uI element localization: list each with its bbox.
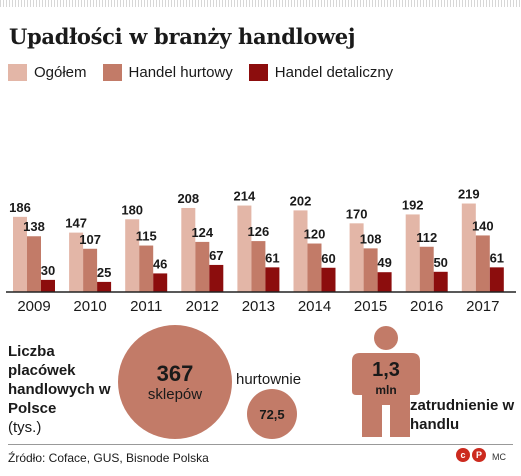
data-label-2012-series-0: 208 xyxy=(177,191,199,206)
data-label-2011-series-0: 180 xyxy=(121,202,143,217)
data-label-2012-series-1: 124 xyxy=(191,225,213,240)
bar-2009-series-1 xyxy=(27,236,41,292)
bar-2010-series-1 xyxy=(83,248,98,292)
data-label-2014-series-1: 120 xyxy=(304,227,326,242)
bar-2015-series-0 xyxy=(349,223,364,292)
data-label-2012-series-2: 67 xyxy=(209,248,223,263)
logo-letter-c: c xyxy=(456,448,470,462)
legend: Ogółem Handel hurtowy Handel detaliczny xyxy=(8,64,409,81)
bar-2016-series-0 xyxy=(405,214,420,292)
legend-label-wholesale: Handel hurtowy xyxy=(128,64,233,81)
bar-2017-series-2 xyxy=(489,267,504,292)
bar-2012-series-0 xyxy=(181,207,196,292)
bar-2012-series-1 xyxy=(195,241,210,292)
bar-2014-series-0 xyxy=(293,210,308,292)
legend-item-total: Ogółem xyxy=(8,64,87,81)
legend-item-wholesale: Handel hurtowy xyxy=(102,64,233,81)
stores-summary-text: Liczba placówek handlowych w Polsce xyxy=(8,343,111,417)
employment-unit: mln xyxy=(375,383,397,397)
x-tick-label-2011: 2011 xyxy=(130,298,162,315)
data-label-2010-series-1: 107 xyxy=(79,232,101,247)
bar-2015-series-2 xyxy=(377,272,392,292)
stores-bubble: 367 sklepów xyxy=(118,325,232,439)
source-note: Źródło: Coface, GUS, Bisnode Polska xyxy=(8,451,209,465)
logo-letter-p: P xyxy=(472,448,486,462)
data-label-2013-series-2: 61 xyxy=(265,250,279,265)
x-tick-label-2016: 2016 xyxy=(410,298,443,315)
x-tick-label-2010: 2010 xyxy=(73,298,106,315)
bar-2013-series-0 xyxy=(237,205,252,292)
publisher-logo: c P xyxy=(456,448,488,462)
x-tick-label-2009: 2009 xyxy=(17,298,50,315)
data-label-2016-series-1: 112 xyxy=(416,230,437,245)
stores-value: 367 xyxy=(156,360,194,386)
x-tick-label-2013: 2013 xyxy=(242,298,275,315)
bar-2016-series-1 xyxy=(419,246,434,292)
bar-2017-series-0 xyxy=(461,203,476,292)
stores-summary-unit: (tys.) xyxy=(8,419,42,436)
data-label-2017-series-2: 61 xyxy=(490,250,504,265)
legend-item-retail: Handel detaliczny xyxy=(248,64,394,81)
data-label-2015-series-1: 108 xyxy=(360,231,382,246)
wholesale-bubble: 72,5 xyxy=(247,389,297,439)
legend-label-retail: Handel detaliczny xyxy=(274,64,394,81)
data-label-2010-series-2: 25 xyxy=(97,265,111,280)
data-label-2013-series-1: 126 xyxy=(248,224,270,239)
data-label-2017-series-0: 219 xyxy=(458,187,480,202)
stores-summary-label: Liczba placówek handlowych w Polsce (tys… xyxy=(8,342,120,437)
data-label-2017-series-1: 140 xyxy=(472,218,494,233)
bar-2010-series-2 xyxy=(97,281,112,292)
author-initials: MC xyxy=(492,452,506,462)
data-label-2009-series-1: 138 xyxy=(23,219,45,234)
bar-2013-series-2 xyxy=(265,267,280,292)
x-tick-label-2015: 2015 xyxy=(354,298,387,315)
person-icon xyxy=(352,326,420,437)
stores-label: sklepów xyxy=(147,385,203,403)
data-label-2011-series-2: 46 xyxy=(153,256,167,271)
data-label-2015-series-0: 170 xyxy=(346,206,368,221)
bar-2009-series-0 xyxy=(13,216,27,292)
bar-2011-series-2 xyxy=(153,273,168,292)
bar-2016-series-2 xyxy=(433,271,448,292)
x-tick-label-2014: 2014 xyxy=(298,298,331,315)
bar-2017-series-1 xyxy=(475,235,490,292)
bar-2014-series-2 xyxy=(321,267,336,292)
wholesale-value: 72,5 xyxy=(259,406,285,422)
bar-2010-series-0 xyxy=(69,232,84,292)
data-label-2009-series-0: 186 xyxy=(9,200,31,215)
data-label-2010-series-0: 147 xyxy=(65,216,87,231)
data-label-2014-series-0: 202 xyxy=(290,193,312,208)
data-label-2011-series-1: 115 xyxy=(136,229,157,244)
bar-2012-series-2 xyxy=(209,264,224,292)
footer-divider xyxy=(8,444,513,445)
data-label-2015-series-2: 49 xyxy=(377,255,391,270)
bar-2011-series-0 xyxy=(125,219,140,292)
data-label-2009-series-2: 30 xyxy=(41,263,55,278)
bar-2014-series-1 xyxy=(307,243,322,292)
x-tick-label-2017: 2017 xyxy=(466,298,499,315)
x-tick-label-2012: 2012 xyxy=(186,298,219,315)
legend-swatch-wholesale xyxy=(102,64,122,81)
bar-2013-series-1 xyxy=(251,241,266,292)
top-decorative-bar xyxy=(0,0,521,7)
bar-2015-series-1 xyxy=(363,248,378,292)
legend-swatch-total xyxy=(8,64,27,81)
employment-value: 1,3 xyxy=(372,359,400,381)
employment-label: zatrudnienie w handlu xyxy=(410,397,515,433)
wholesale-label: hurtownie xyxy=(236,371,302,388)
legend-swatch-retail xyxy=(248,64,268,81)
data-label-2016-series-2: 50 xyxy=(433,255,447,270)
bar-2009-series-2 xyxy=(41,279,55,292)
data-label-2016-series-0: 192 xyxy=(402,197,424,212)
bar-2011-series-1 xyxy=(139,245,154,292)
data-label-2013-series-0: 214 xyxy=(234,189,256,204)
data-label-2014-series-2: 60 xyxy=(321,251,335,266)
chart-title: Upadłości w branży handlowej xyxy=(9,24,356,49)
legend-label-total: Ogółem xyxy=(34,64,87,81)
